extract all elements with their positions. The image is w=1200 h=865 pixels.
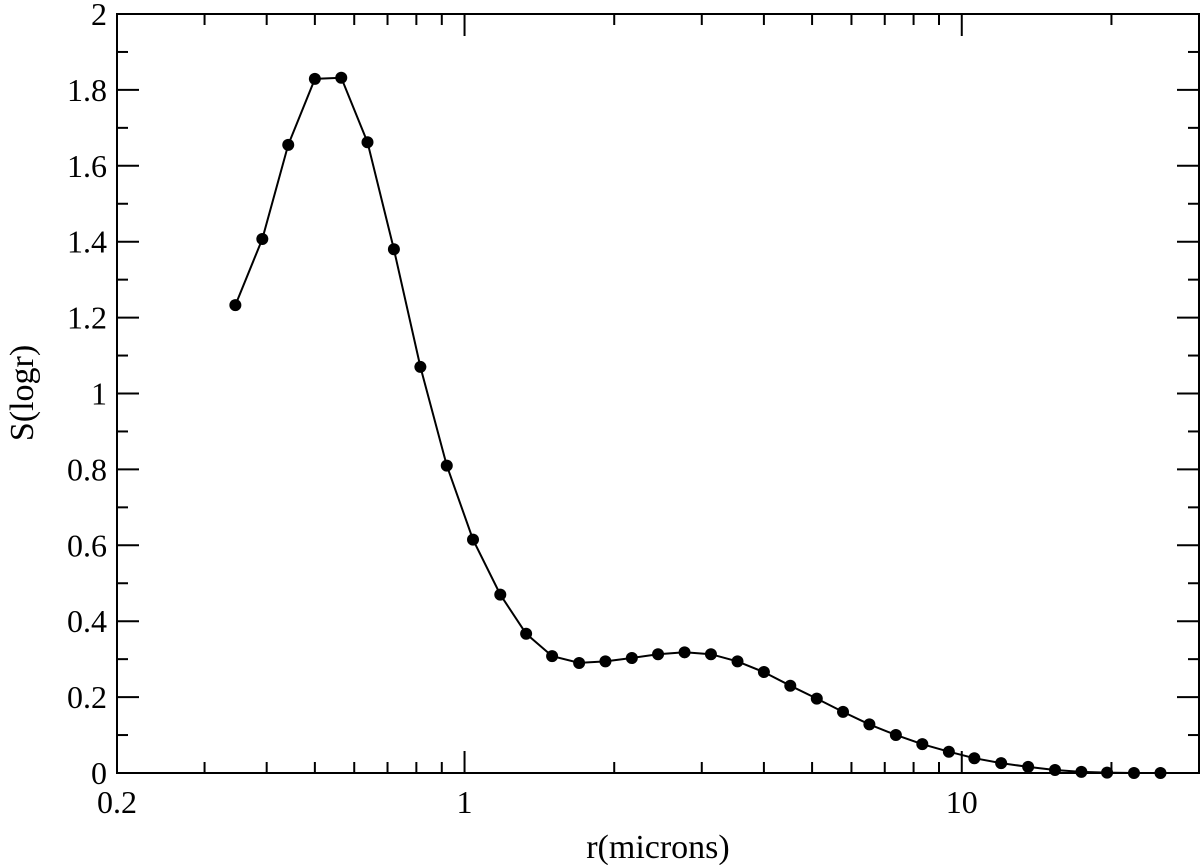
y-axis-ticks: 0 0.2 0.4 0.6 0.8 1 1.2 1.4 1.6 1.8 2 xyxy=(67,0,1199,791)
data-point xyxy=(1075,765,1088,778)
data-point xyxy=(784,679,797,692)
y-tick-label: 0.8 xyxy=(67,451,107,487)
x-tick-label: 0.2 xyxy=(97,784,137,820)
data-point xyxy=(229,299,242,312)
y-tick-label: 0 xyxy=(91,755,107,791)
data-point xyxy=(256,233,269,246)
series-line xyxy=(234,76,1161,774)
data-point xyxy=(837,705,850,718)
data-point xyxy=(968,752,981,765)
data-point xyxy=(1101,766,1114,779)
data-point xyxy=(387,243,400,256)
x-axis-title: r(microns) xyxy=(586,829,730,865)
data-point xyxy=(1154,767,1167,779)
data-point xyxy=(625,652,638,665)
data-point xyxy=(942,745,955,758)
y-tick-label: 0.2 xyxy=(67,679,107,715)
y-tick-label: 2 xyxy=(91,0,107,32)
data-point xyxy=(573,656,586,669)
series-layer xyxy=(229,71,1167,779)
data-point xyxy=(757,666,770,679)
y-tick-label: 1.2 xyxy=(67,300,107,336)
data-point xyxy=(995,757,1008,770)
data-point xyxy=(810,692,823,705)
data-point xyxy=(414,360,427,373)
data-point xyxy=(916,738,929,751)
data-point xyxy=(652,648,665,661)
y-tick-label: 1 xyxy=(91,376,107,412)
data-point xyxy=(335,71,348,84)
y-tick-label: 0.6 xyxy=(67,527,107,563)
y-axis-title: S(logr) xyxy=(4,345,41,441)
data-point xyxy=(282,138,295,151)
y-tick-label: 1.4 xyxy=(67,224,107,260)
data-point xyxy=(678,646,691,659)
data-point xyxy=(863,718,876,731)
data-point xyxy=(440,459,453,472)
data-point xyxy=(1022,760,1035,773)
data-point xyxy=(731,655,744,668)
data-point xyxy=(494,588,507,601)
data-point xyxy=(520,627,533,640)
data-point xyxy=(704,648,717,661)
data-point xyxy=(889,729,902,742)
data-point xyxy=(467,533,480,546)
y-tick-label: 0.4 xyxy=(67,603,107,639)
data-point xyxy=(361,136,374,149)
data-point xyxy=(546,650,559,663)
x-axis-ticks: 0.2 1 10 xyxy=(97,14,1200,820)
y-tick-label: 1.6 xyxy=(67,148,107,184)
data-point xyxy=(1127,767,1140,779)
data-point xyxy=(308,72,321,85)
y-tick-label: 1.8 xyxy=(67,72,107,108)
data-point xyxy=(1049,763,1062,776)
data-point xyxy=(599,655,612,668)
x-tick-label: 10 xyxy=(946,784,978,820)
x-tick-label: 1 xyxy=(457,784,473,820)
